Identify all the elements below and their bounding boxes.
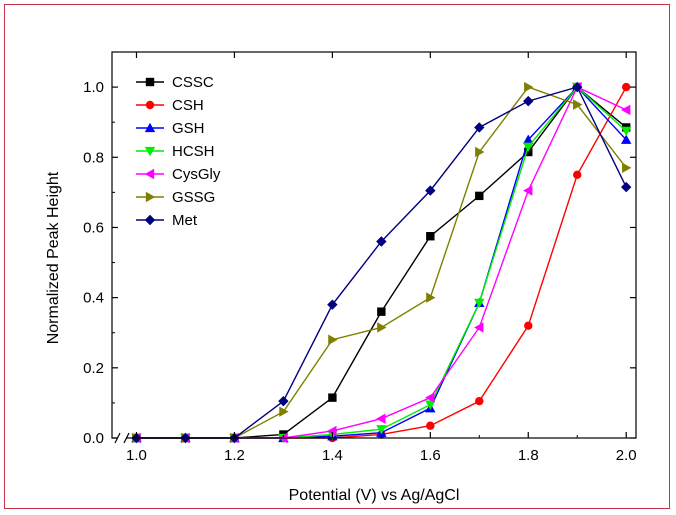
data-point (474, 322, 484, 333)
data-point (144, 146, 156, 157)
x-tick-label: 2.0 (616, 447, 637, 464)
data-point (425, 400, 436, 410)
data-point (327, 299, 338, 310)
series-cysgly (131, 81, 631, 444)
series-hcsh (131, 82, 632, 444)
data-point (328, 334, 338, 345)
data-point (524, 147, 533, 157)
data-point (426, 292, 436, 303)
data-point (474, 122, 485, 133)
x-axis-title: Potential (V) vs Ag/AgCl (289, 487, 460, 504)
data-point (474, 298, 485, 309)
data-point (621, 104, 631, 116)
data-point (144, 168, 155, 180)
axis-break-gap (117, 432, 127, 444)
data-point (377, 307, 386, 316)
data-point (572, 81, 583, 93)
axes-frame (111, 51, 637, 439)
data-point (573, 170, 582, 180)
series-met (131, 81, 632, 444)
series-csh (132, 82, 631, 443)
data-point (278, 395, 289, 407)
data-point (523, 185, 533, 196)
y-axis-title: Normalized Peak Height (45, 171, 62, 344)
x-tick-label: 1.8 (518, 447, 539, 464)
legend-label: GSH (172, 120, 205, 137)
data-point (426, 232, 435, 241)
data-point (145, 100, 155, 110)
legend-item-gssg: GSSG (136, 189, 215, 206)
x-tick-label: 1.2 (224, 447, 245, 464)
data-point (621, 181, 632, 193)
y-tick-label: 0.0 (83, 430, 104, 447)
y-tick-label: 0.8 (83, 149, 104, 166)
data-point (523, 142, 534, 152)
legend-item-cssc: CSSC (136, 74, 214, 91)
x-tick-label: 1.6 (420, 447, 441, 464)
axes: 1.0 1.2 1.4 1.6 1.8 2.0 0.0 0.2 0.4 0.6 0.8 1.0 (83, 51, 637, 464)
data-point (327, 425, 337, 437)
data-point (475, 396, 484, 406)
data-point (145, 191, 156, 203)
y-tick-label: 0.4 (83, 290, 104, 307)
data-point (279, 406, 289, 417)
data-point (376, 236, 387, 247)
legend-label: Met (172, 212, 198, 229)
data-point (426, 421, 435, 430)
legend-label: CSH (172, 97, 204, 114)
series-cssc (132, 82, 631, 443)
legend-item-met: Met (136, 212, 198, 229)
legend: CSSC CSH GSH HCSH CysGly GSSG Met (136, 74, 221, 229)
y-tick-label: 0.6 (83, 219, 104, 236)
legend-item-gsh: GSH (136, 120, 205, 137)
legend-label: CSSC (172, 74, 214, 91)
legend-label: CysGly (172, 166, 221, 183)
data-point (144, 122, 156, 133)
data-point (475, 146, 485, 158)
figure-frame (4, 4, 670, 509)
series-gsh (131, 81, 632, 443)
legend-label: GSSG (172, 189, 215, 206)
data-point (376, 425, 387, 435)
x-tick-label: 1.4 (322, 447, 343, 464)
data-point (425, 392, 435, 403)
x-tick-label: 1.0 (126, 447, 147, 464)
data-point (377, 322, 387, 333)
y-tick-label: 0.2 (83, 360, 104, 377)
data-point (425, 185, 436, 196)
data-point (523, 95, 534, 107)
data-point (376, 413, 386, 424)
data-point (523, 134, 534, 144)
legend-item-hcsh: HCSH (136, 143, 215, 160)
series-gssg (132, 81, 632, 444)
plot-area (131, 81, 632, 444)
data-point (475, 191, 484, 201)
data-point (622, 162, 632, 173)
series-line (136, 86, 627, 439)
legend-label: HCSH (172, 143, 215, 160)
data-point (328, 393, 337, 402)
legend-item-csh: CSH (136, 97, 204, 114)
data-point (621, 134, 632, 144)
data-point (621, 126, 632, 137)
data-point (145, 77, 155, 87)
axis-break-mark (123, 432, 130, 444)
data-point (573, 99, 583, 110)
data-point (622, 82, 631, 92)
legend-item-cysgly: CysGly (136, 166, 221, 183)
data-point (144, 214, 156, 226)
data-point (524, 81, 534, 93)
data-point (524, 321, 533, 330)
y-tick-label: 1.0 (83, 79, 104, 96)
